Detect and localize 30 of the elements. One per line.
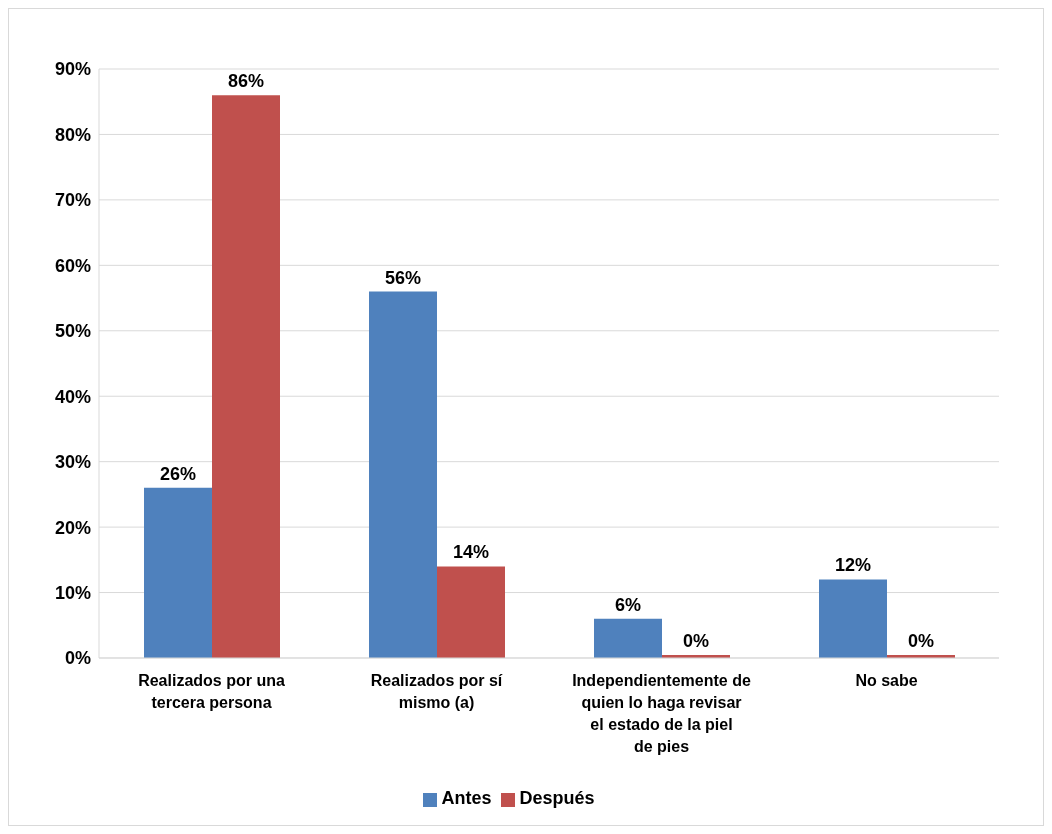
legend-label: Antes: [441, 788, 492, 808]
data-label: 12%: [834, 555, 872, 576]
data-label: 26%: [159, 463, 197, 484]
bar: [437, 566, 505, 658]
bar: [144, 487, 212, 658]
x-tick-label: Realizados por sí mismo (a): [370, 672, 503, 711]
y-tick-label: 40%: [54, 386, 91, 407]
bar: [212, 95, 280, 658]
bar: [369, 291, 437, 658]
legend-label: Después: [519, 788, 595, 808]
data-label: 86%: [227, 71, 265, 92]
y-tick-label: 80%: [54, 124, 91, 145]
y-tick-label: 0%: [64, 648, 91, 669]
bar: [594, 618, 662, 658]
y-tick-label: 60%: [54, 255, 91, 276]
y-tick-label: 20%: [54, 517, 91, 538]
data-label: 56%: [384, 267, 422, 288]
data-label: 0%: [907, 631, 935, 651]
data-label: 14%: [452, 542, 490, 563]
x-tick-label: Independientemente de quien lo haga revisar el estado de la piel de pies: [572, 672, 751, 755]
x-tick-label: Realizados por una tercera persona: [138, 672, 285, 711]
data-label: 6%: [614, 594, 642, 615]
data-label: 0%: [682, 631, 710, 651]
y-tick-label: 30%: [54, 452, 91, 473]
y-tick-label: 10%: [54, 582, 91, 603]
bar: [819, 579, 887, 658]
y-tick-label: 70%: [54, 190, 91, 211]
y-tick-label: 50%: [54, 321, 91, 342]
y-tick-label: 90%: [54, 59, 91, 80]
x-tick-label: No sabe: [855, 672, 918, 689]
